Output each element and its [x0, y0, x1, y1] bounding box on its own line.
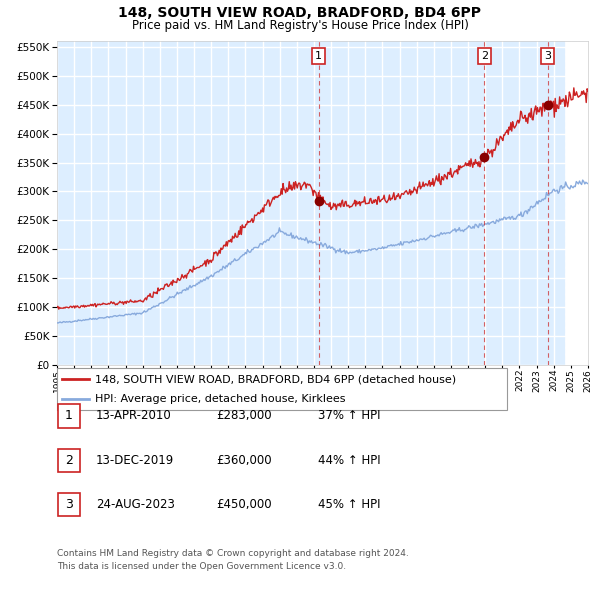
Text: £360,000: £360,000 [216, 454, 272, 467]
Text: 44% ↑ HPI: 44% ↑ HPI [318, 454, 380, 467]
Text: 13-APR-2010: 13-APR-2010 [96, 409, 172, 422]
Text: This data is licensed under the Open Government Licence v3.0.: This data is licensed under the Open Gov… [57, 562, 346, 571]
Text: 2: 2 [65, 454, 73, 467]
Text: 148, SOUTH VIEW ROAD, BRADFORD, BD4 6PP: 148, SOUTH VIEW ROAD, BRADFORD, BD4 6PP [119, 6, 482, 20]
FancyBboxPatch shape [57, 368, 507, 410]
Text: 3: 3 [65, 498, 73, 511]
Text: £283,000: £283,000 [216, 409, 272, 422]
Text: 24-AUG-2023: 24-AUG-2023 [96, 498, 175, 511]
FancyBboxPatch shape [58, 493, 80, 516]
Text: 45% ↑ HPI: 45% ↑ HPI [318, 498, 380, 511]
Text: £450,000: £450,000 [216, 498, 272, 511]
Text: 148, SOUTH VIEW ROAD, BRADFORD, BD4 6PP (detached house): 148, SOUTH VIEW ROAD, BRADFORD, BD4 6PP … [95, 374, 457, 384]
FancyBboxPatch shape [58, 404, 80, 428]
Text: Contains HM Land Registry data © Crown copyright and database right 2024.: Contains HM Land Registry data © Crown c… [57, 549, 409, 558]
Bar [565, 41, 588, 365]
Text: Price paid vs. HM Land Registry's House Price Index (HPI): Price paid vs. HM Land Registry's House … [131, 19, 469, 32]
Text: HPI: Average price, detached house, Kirklees: HPI: Average price, detached house, Kirk… [95, 394, 346, 404]
Text: 3: 3 [544, 51, 551, 61]
Text: 1: 1 [65, 409, 73, 422]
Text: 2: 2 [481, 51, 488, 61]
Text: 13-DEC-2019: 13-DEC-2019 [96, 454, 174, 467]
Text: 37% ↑ HPI: 37% ↑ HPI [318, 409, 380, 422]
FancyBboxPatch shape [58, 448, 80, 472]
Text: 1: 1 [315, 51, 322, 61]
